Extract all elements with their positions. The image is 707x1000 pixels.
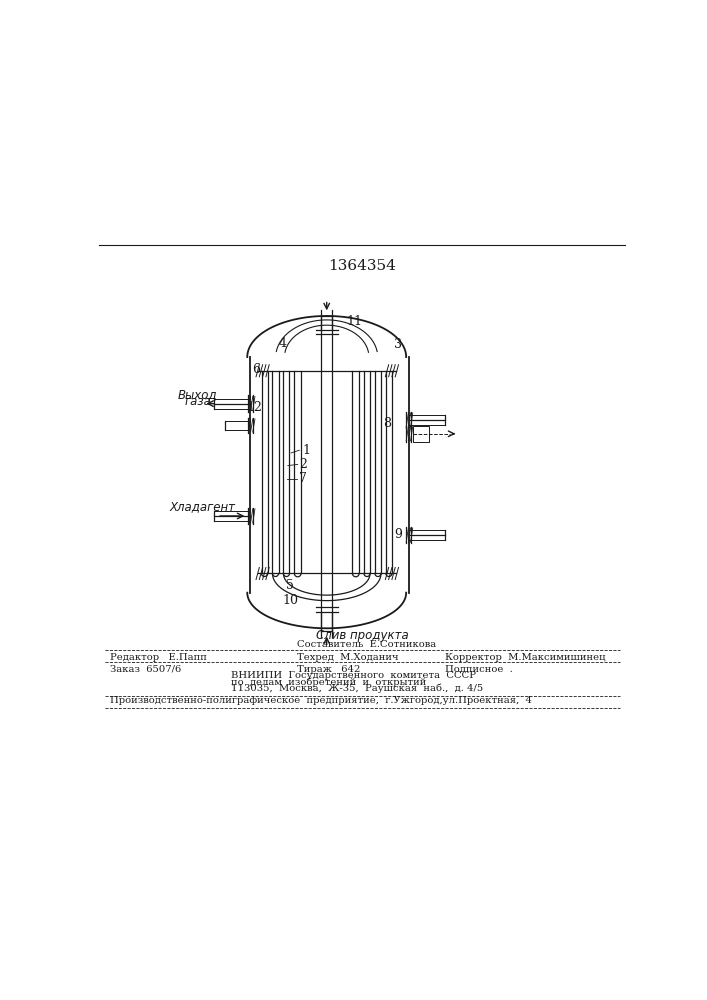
Text: 8: 8 [383,417,391,430]
Text: 10: 10 [282,594,298,607]
Text: Хладагент: Хладагент [170,500,235,513]
Text: 113035,  Москва,  Ж-35,  Раушская  наб.,  д. 4/5: 113035, Москва, Ж-35, Раушская наб., д. … [231,683,483,693]
Text: 1: 1 [303,444,310,457]
Text: ВНИИПИ  Государственного  комитета  СССР: ВНИИПИ Государственного комитета СССР [231,671,476,680]
Text: Заказ  6507/6: Заказ 6507/6 [110,665,182,674]
Text: Тираж   642: Тираж 642 [297,665,360,674]
Text: Выход: Выход [178,388,218,401]
Text: 9: 9 [395,528,402,541]
Text: газа: газа [185,395,211,408]
Text: Подписное  .: Подписное . [445,665,513,674]
Text: 5: 5 [286,579,294,592]
Text: 12: 12 [247,401,262,414]
Bar [414,426,428,442]
Text: Техред  М.Ходанич: Техред М.Ходанич [297,653,398,662]
Text: 6: 6 [252,363,260,376]
Text: Редактор   Е.Папп: Редактор Е.Папп [110,653,207,662]
Text: 3: 3 [394,338,402,351]
Text: Производственно-полиграфическое  предприятие,  г.Ужгород,ул.Проектная,  4: Производственно-полиграфическое предприя… [110,696,532,705]
Text: по  делам  изобретений  и  открытий: по делам изобретений и открытий [231,677,426,687]
Text: 4: 4 [279,337,287,350]
Text: 2: 2 [299,458,307,471]
Text: 11: 11 [346,315,362,328]
Text: 7: 7 [299,472,307,485]
Text: Корректор  М.Максимишинец: Корректор М.Максимишинец [445,653,605,662]
Text: Слив продукта: Слив продукта [316,629,409,642]
Text: Составитель  Е.Сотникова: Составитель Е.Сотникова [297,640,436,649]
Text: 1364354: 1364354 [328,259,397,273]
